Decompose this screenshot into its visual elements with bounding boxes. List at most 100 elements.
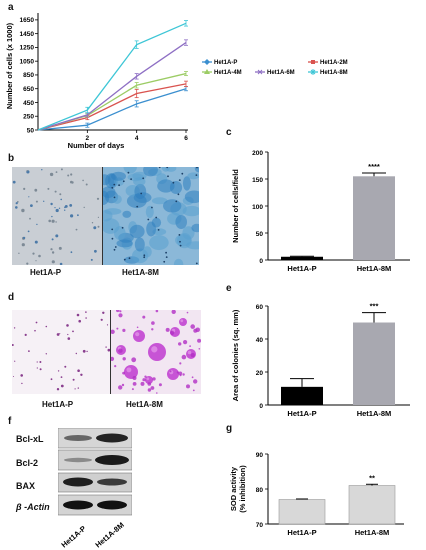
y-tick-label: 70 <box>256 522 264 529</box>
colony-dot <box>66 324 69 327</box>
colony-dot <box>59 333 61 334</box>
colony-dot <box>198 348 201 350</box>
cell-nucleus <box>151 206 153 209</box>
colony-dot <box>169 370 172 373</box>
x-category-label: Het1A-8M <box>355 528 390 537</box>
y-axis-label-line: Area of colonies (sq. mm) <box>231 309 240 401</box>
cell-nucleus <box>178 179 181 181</box>
cell-dot <box>82 179 84 182</box>
cell-dot <box>64 205 68 208</box>
cell-dot <box>30 204 33 207</box>
cell-blob <box>132 248 149 264</box>
y-tick-label: 1450 <box>20 31 35 38</box>
panel-label-c: c <box>226 127 232 138</box>
colony-dot <box>147 388 152 392</box>
colony-dot <box>151 328 154 331</box>
y-axis-label-line: Number of cells/field <box>231 169 240 243</box>
cell-dot <box>51 219 55 223</box>
cell-nucleus <box>111 186 114 189</box>
blot-band <box>97 478 127 486</box>
series-line <box>37 42 187 131</box>
x-category-label: Het1A-P <box>287 528 316 537</box>
colony-dot <box>193 379 198 384</box>
chart-a-ylabel: Number of cells (x 1000) <box>5 22 14 109</box>
colony-dot <box>111 329 115 334</box>
y-axis-label: Number of cells/field <box>231 169 240 243</box>
cell-dot <box>51 215 53 218</box>
cell-blob <box>194 167 199 173</box>
blot-band <box>97 500 127 510</box>
legend-label: Het1A-P <box>214 60 237 66</box>
legend-marker <box>204 69 210 74</box>
colony-dot <box>193 328 198 333</box>
blot-lane-labels: Het1A-P Het1A-8M <box>60 520 126 549</box>
cell-nucleus <box>163 260 166 263</box>
series-line <box>37 83 187 131</box>
colony-dot <box>190 353 195 358</box>
cell-nucleus <box>140 192 143 195</box>
colony-dot <box>34 329 36 332</box>
y-tick-label: 1250 <box>20 45 35 52</box>
cell-dot <box>27 230 30 233</box>
colony-dot <box>118 348 123 353</box>
colony-dot <box>114 365 117 368</box>
x-category-label: Het1A-P <box>287 409 316 418</box>
colony-dot <box>100 318 103 321</box>
cell-blob <box>163 199 182 213</box>
colony-area-bar-chart: 0 20 40 60 Area of colonies (sq. mm) Het1A-P H… <box>231 302 410 418</box>
significance-annotation: *** <box>370 302 379 311</box>
colony-dot <box>131 357 137 363</box>
cell-blob <box>149 235 169 251</box>
colony-dot <box>119 310 122 313</box>
colony-dot <box>102 311 105 314</box>
colony-blob <box>148 343 166 361</box>
cell-dot <box>47 187 50 190</box>
significance-annotation: **** <box>368 162 380 171</box>
cell-dot <box>32 252 35 255</box>
colony-dot <box>72 330 74 333</box>
colony-dot <box>171 310 176 314</box>
cell-dot <box>94 249 97 253</box>
cell-dot <box>70 214 74 218</box>
panel-label-b: b <box>8 153 15 164</box>
colony-dot <box>132 376 137 380</box>
colony-dot <box>106 324 109 326</box>
cell-dot <box>43 200 45 202</box>
cell-nucleus <box>181 172 184 175</box>
panel-label-f: f <box>8 416 12 427</box>
colony-dot <box>152 377 156 381</box>
colony-dot <box>45 353 47 355</box>
x-tick-label: 4 <box>135 135 139 142</box>
colony-dot <box>122 371 125 375</box>
colony-dot <box>20 374 23 377</box>
cell-blob <box>146 221 156 237</box>
colony-image-d-divider <box>110 310 111 394</box>
y-tick-label: 60 <box>256 304 264 311</box>
colony-dot <box>75 352 77 355</box>
cell-nucleus <box>195 174 198 176</box>
y-axis-label: SOD activity(% inhibition) <box>229 465 247 513</box>
colony-dot <box>182 373 185 376</box>
colony-dot <box>131 388 134 391</box>
colony-dot <box>183 340 188 345</box>
colony-dot <box>57 370 60 372</box>
colony-highlight <box>151 346 158 353</box>
cell-dot <box>15 206 18 209</box>
micrograph-b-parental <box>12 167 102 265</box>
cell-nucleus <box>121 226 124 229</box>
colony-dot <box>122 328 126 332</box>
caption-d-right: Het1A-8M <box>126 400 163 409</box>
cell-dot <box>28 196 30 198</box>
cell-nucleus <box>175 200 178 203</box>
cell-nucleus <box>179 244 182 247</box>
caption-b-right: Het1A-8M <box>122 268 159 277</box>
panel-label-a: a <box>8 2 14 13</box>
y-tick-label: 50 <box>256 231 264 238</box>
cell-dot <box>70 180 73 184</box>
cell-nucleus <box>167 175 169 178</box>
cell-nucleus <box>157 229 160 231</box>
colony-blob <box>167 368 179 380</box>
cell-blob <box>157 179 175 193</box>
colony-dot <box>14 360 16 362</box>
